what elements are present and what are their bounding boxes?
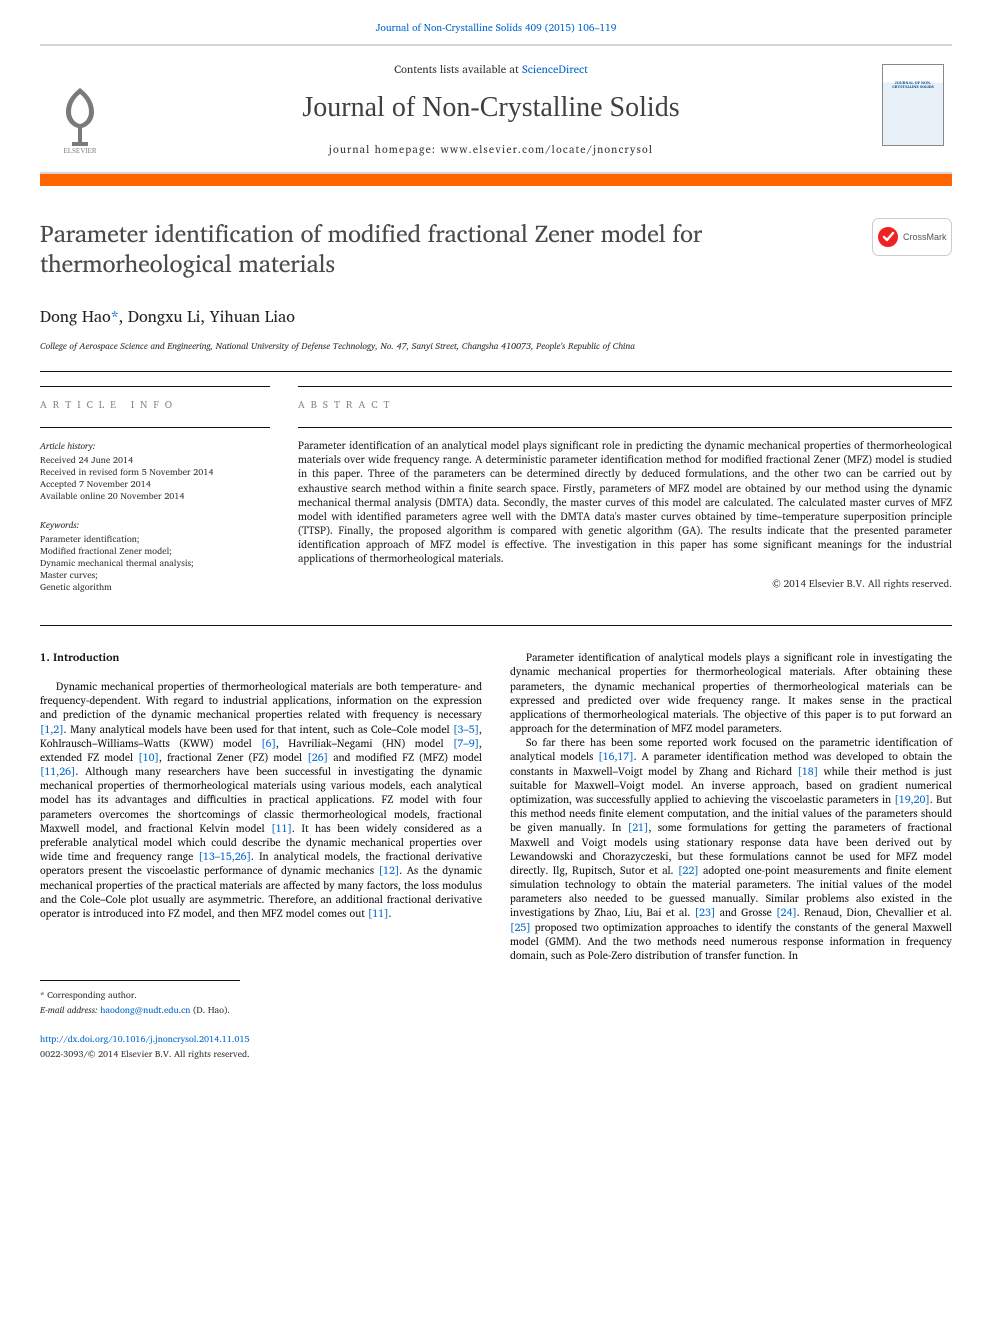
email-label: E-mail address:	[40, 1002, 100, 1017]
section-heading: 1. Introduction	[40, 650, 482, 665]
crossmark-badge-icon[interactable]: CrossMark	[872, 218, 952, 256]
doi-link[interactable]: http://dx.doi.org/10.1016/j.jnoncrysol.2…	[40, 1031, 250, 1046]
affiliation: College of Aerospace Science and Enginee…	[40, 338, 952, 353]
journal-cover-wrap: JOURNAL OF NON-CRYSTALLINE SOLIDS	[882, 64, 944, 146]
article-title: Parameter identification of modified fra…	[40, 218, 852, 278]
abstract-col: abstract Parameter identification of an …	[298, 386, 952, 607]
authors-line: Dong Hao*, Dongxu Li, Yihuan Liao	[40, 304, 952, 330]
running-head: Journal of Non-Crystalline Solids 409 (2…	[0, 0, 992, 44]
body-left-column: 1. Introduction Dynamic mechanical prope…	[40, 650, 482, 962]
publisher-logo-wrap: ELSEVIER	[48, 82, 112, 162]
body-right-column: Parameter identification of analytical m…	[510, 650, 952, 962]
orange-divider-bar	[40, 174, 952, 186]
meta-rule	[298, 427, 952, 428]
body-paragraph: Dynamic mechanical properties of thermor…	[40, 679, 482, 920]
abstract-heading: abstract	[298, 397, 952, 413]
elsevier-tree-icon: ELSEVIER	[48, 82, 112, 154]
heavy-rule	[40, 371, 952, 372]
email-link[interactable]: haodong@nudt.edu.cn	[100, 1002, 190, 1017]
homepage-label: journal homepage:	[329, 140, 441, 158]
keyword: Genetic algorithm	[40, 581, 270, 593]
body-paragraph: Parameter identification of analytical m…	[510, 650, 952, 735]
journal-info-box: ELSEVIER Contents lists available at Sci…	[40, 44, 952, 174]
doi-block: http://dx.doi.org/10.1016/j.jnoncrysol.2…	[40, 1031, 952, 1061]
authors-rest: , Dongxu Li, Yihuan Liao	[119, 304, 295, 330]
journal-cover-thumb: JOURNAL OF NON-CRYSTALLINE SOLIDS	[882, 64, 944, 146]
body-paragraph: So far there has been some reported work…	[510, 735, 952, 962]
svg-text:CrossMark: CrossMark	[903, 232, 947, 242]
svg-text:ELSEVIER: ELSEVIER	[63, 147, 96, 154]
journal-info-center: Contents lists available at ScienceDirec…	[40, 60, 952, 158]
meta-row: article info Article history: Received 2…	[40, 386, 952, 607]
keywords-label: Keywords:	[40, 517, 270, 532]
corr-author-label: * Corresponding author.	[40, 987, 240, 1002]
history-line: Available online 20 November 2014	[40, 490, 270, 502]
corresponding-mark[interactable]: *	[111, 304, 119, 330]
citation-link[interactable]: [11]	[368, 904, 389, 922]
article-header: Parameter identification of modified fra…	[0, 186, 992, 288]
footnote-block: * Corresponding author. E-mail address: …	[40, 980, 240, 1017]
contents-label: Contents lists available at	[394, 60, 522, 78]
article-info-heading: article info	[40, 397, 270, 413]
digest-link[interactable]: Journal of Non-Crystalline Solids 409 (2…	[376, 20, 617, 36]
body-two-columns: 1. Introduction Dynamic mechanical prope…	[40, 650, 952, 962]
journal-homepage: journal homepage: www.elsevier.com/locat…	[120, 140, 862, 158]
abstract-text: Parameter identification of an analytica…	[298, 438, 952, 566]
meta-rule	[298, 386, 952, 387]
text-run: proposed two optimization approaches to …	[510, 918, 952, 964]
heavy-rule	[40, 625, 952, 626]
email-tail: (D. Hao).	[190, 1002, 230, 1017]
copyright-line: © 2014 Elsevier B.V. All rights reserved…	[298, 576, 952, 592]
contents-list-line: Contents lists available at ScienceDirec…	[120, 60, 862, 78]
sciencedirect-link[interactable]: ScienceDirect	[522, 60, 588, 78]
article-info-col: article info Article history: Received 2…	[40, 386, 270, 607]
journal-title: Journal of Non-Crystalline Solids	[120, 92, 862, 124]
text-run: Dynamic mechanical properties of thermor…	[40, 677, 482, 723]
email-line: E-mail address: haodong@nudt.edu.cn (D. …	[40, 1002, 240, 1017]
author-primary: Dong Hao	[40, 304, 111, 330]
article-history-block: Article history: Received 24 June 2014 R…	[40, 438, 270, 503]
history-label: Article history:	[40, 438, 270, 453]
meta-rule	[40, 386, 270, 387]
text-run: Parameter identification of analytical m…	[510, 648, 952, 737]
meta-rule	[40, 427, 270, 428]
keywords-block: Keywords: Parameter identification; Modi…	[40, 517, 270, 594]
issn-line: 0022-3093/© 2014 Elsevier B.V. All right…	[40, 1046, 952, 1061]
text-run: .	[389, 904, 392, 922]
journal-cover-label: JOURNAL OF NON-CRYSTALLINE SOLIDS	[883, 81, 943, 90]
homepage-url: www.elsevier.com/locate/jnoncrysol	[440, 140, 653, 158]
